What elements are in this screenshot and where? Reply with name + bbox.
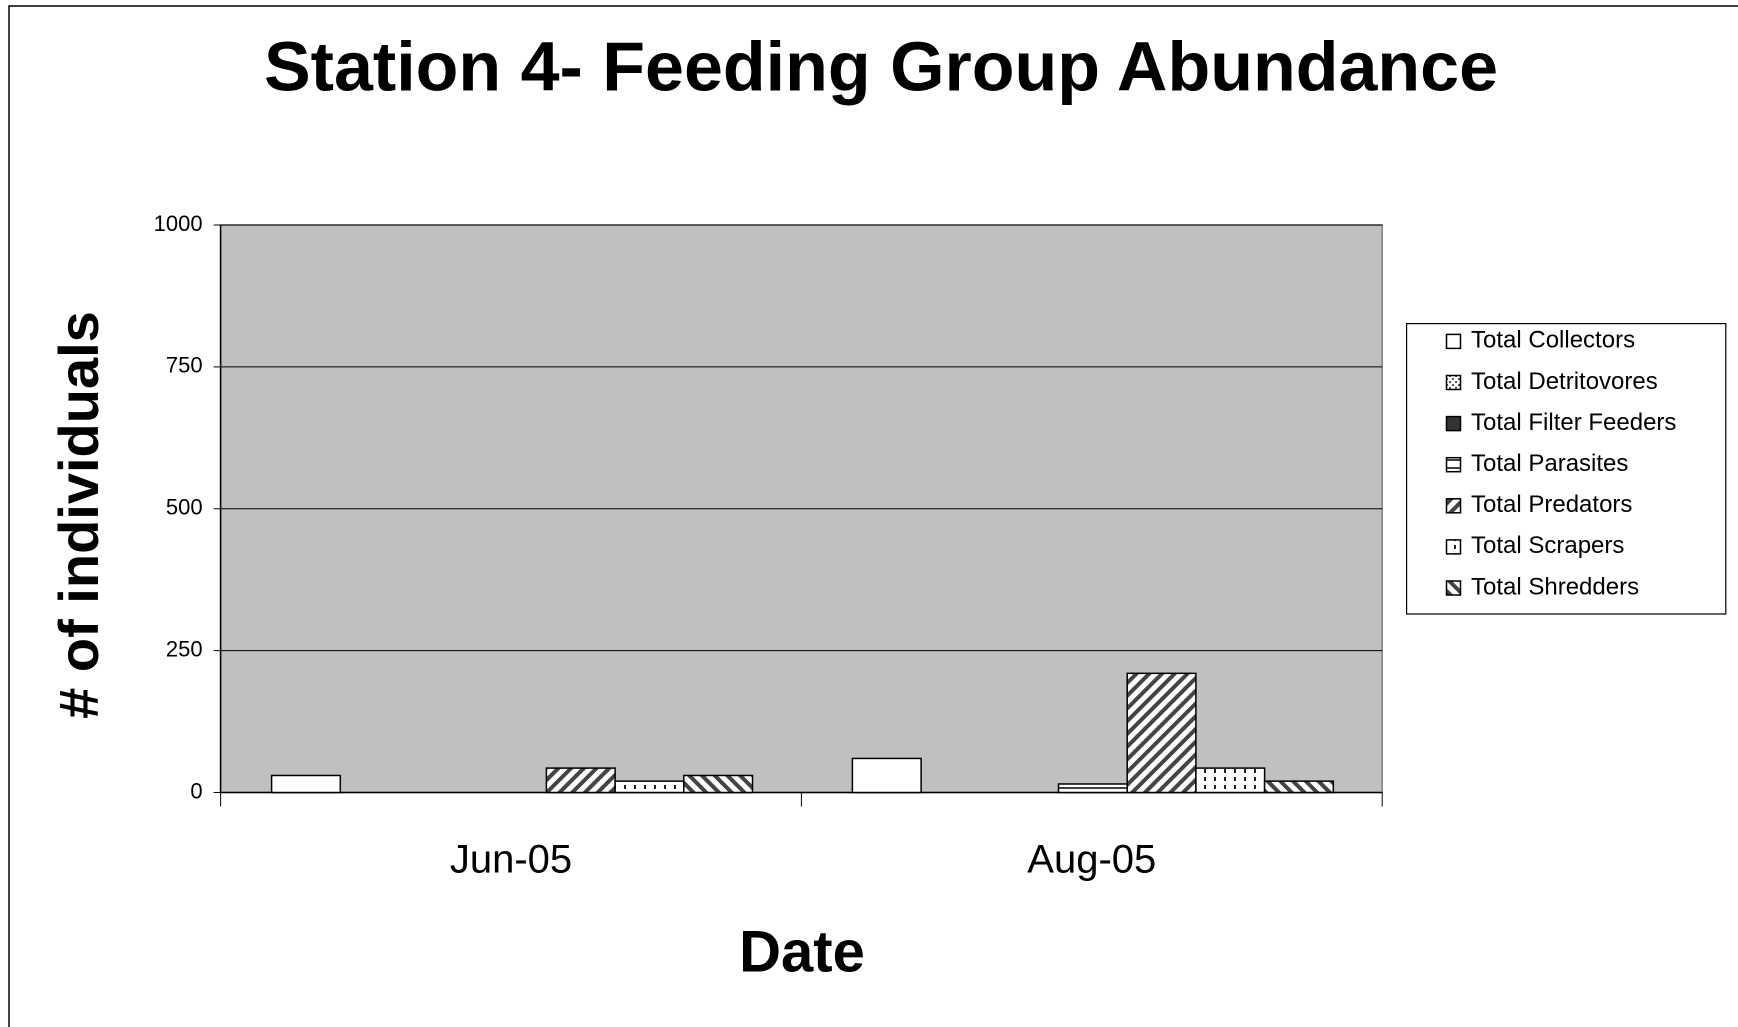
bar <box>1195 767 1266 794</box>
y-tick-label: 1000 <box>154 211 203 236</box>
legend-swatch <box>1445 374 1462 391</box>
bar <box>614 780 685 794</box>
y-axis-label: # of individuals <box>47 311 110 719</box>
y-tick-label: 0 <box>190 778 202 803</box>
chart-title: Station 4- Feeding Group Abundance <box>264 27 1498 105</box>
bar <box>851 757 922 794</box>
y-tick-label: 250 <box>166 636 203 661</box>
y-tick-label: 500 <box>166 495 203 520</box>
legend-swatch <box>1445 333 1462 350</box>
bar <box>1057 783 1128 794</box>
bar <box>1126 672 1197 794</box>
bar <box>545 767 616 794</box>
legend-swatch <box>1445 415 1462 432</box>
legend-swatch <box>1445 580 1462 596</box>
bar <box>270 774 342 794</box>
legend-label: Total Shredders <box>1471 573 1639 600</box>
x-axis-label: Date <box>739 919 865 984</box>
legend-label: Total Collectors <box>1471 327 1635 354</box>
legend-label: Total Detritovores <box>1471 368 1658 395</box>
x-tick-label: Jun-05 <box>450 838 572 882</box>
legend-label: Total Predators <box>1471 491 1632 518</box>
bar <box>683 774 754 794</box>
legend-swatch <box>1445 539 1462 555</box>
y-tick-label: 750 <box>166 353 203 378</box>
x-tick-label: Aug-05 <box>1027 838 1156 882</box>
bar <box>1263 780 1335 794</box>
legend-label: Total Filter Feeders <box>1471 409 1676 436</box>
legend-label: Total Parasites <box>1471 450 1628 477</box>
legend-swatch <box>1445 498 1462 514</box>
legend-swatch <box>1445 456 1462 473</box>
legend-label: Total Scrapers <box>1471 532 1624 559</box>
